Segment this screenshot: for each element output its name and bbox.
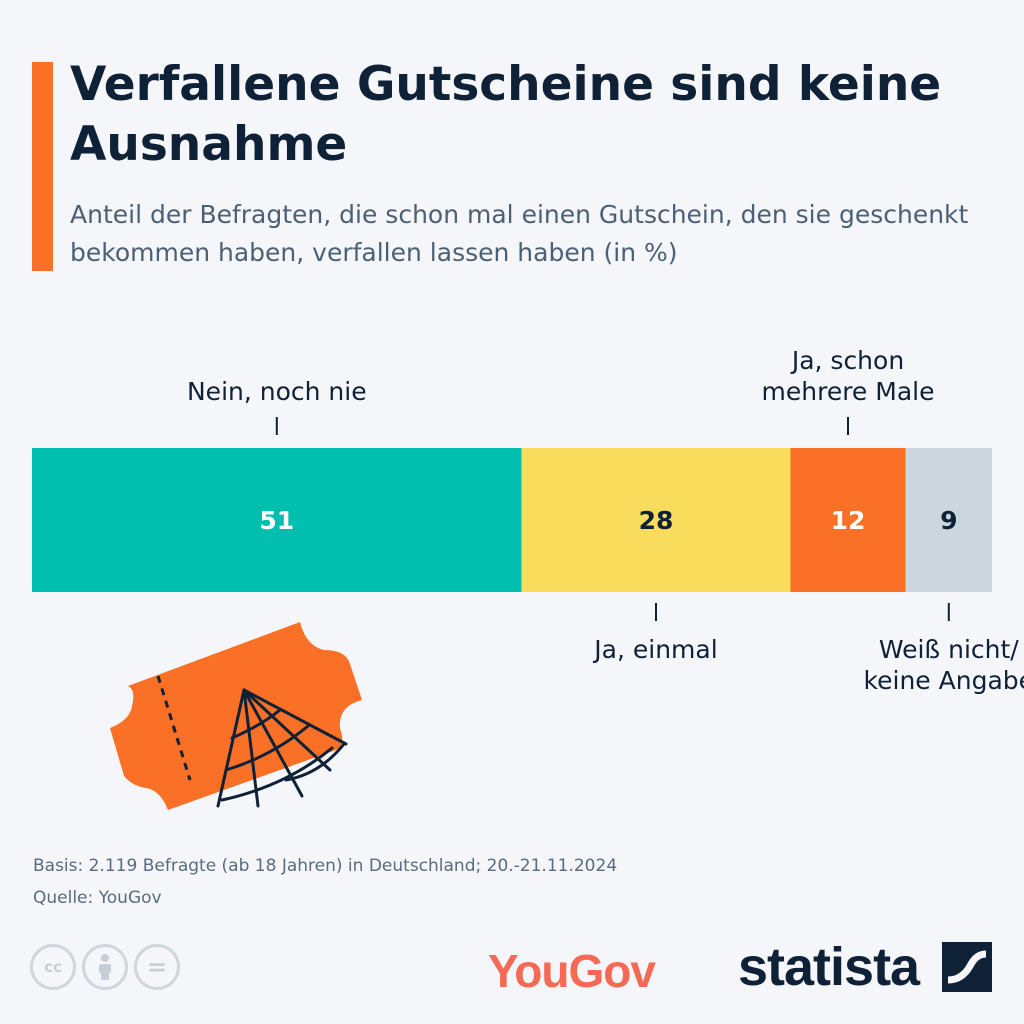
category-label: Ja, einmal <box>592 635 717 664</box>
data-label: 28 <box>639 506 674 535</box>
stacked-bar-chart: 51 Nein, noch nie 28 Ja, einmal 12 Ja, schonm… <box>32 346 1024 695</box>
cc-icon[interactable]: cc <box>30 944 76 990</box>
license-icons: cc = <box>30 944 180 990</box>
person-icon <box>99 954 111 980</box>
ticket-shape <box>110 622 362 810</box>
statista-mark-icon <box>942 942 992 992</box>
bar-segment <box>905 448 992 592</box>
category-label: Ja, schon <box>790 346 904 375</box>
bar-segment <box>790 448 906 592</box>
category-label: Nein, noch nie <box>187 377 367 406</box>
bar-segment <box>521 448 791 592</box>
page-title: Verfallene Gutscheine sind keine Ausnahm… <box>70 57 942 172</box>
data-label: 9 <box>940 506 957 535</box>
page-subtitle: Anteil der Befragten, die schon mal eine… <box>70 200 969 267</box>
nd-icon[interactable]: = <box>134 944 180 990</box>
footer-source: Quelle: YouGov <box>33 888 162 908</box>
yougov-logo[interactable]: YouGov <box>488 945 656 997</box>
by-icon[interactable] <box>82 944 128 990</box>
statista-logo[interactable]: statista <box>738 937 920 997</box>
ticket-with-cobweb-icon <box>110 622 362 810</box>
data-label: 51 <box>259 506 294 535</box>
footer-basis: Basis: 2.119 Befragte (ab 18 Jahren) in … <box>33 856 618 876</box>
data-label: 12 <box>831 506 866 535</box>
accent-bar <box>32 62 53 271</box>
bar-segment <box>32 448 522 592</box>
category-label: mehrere Male <box>762 377 935 406</box>
category-label: keine Angabe <box>864 666 1024 695</box>
category-label: Weiß nicht/ <box>879 635 1019 664</box>
